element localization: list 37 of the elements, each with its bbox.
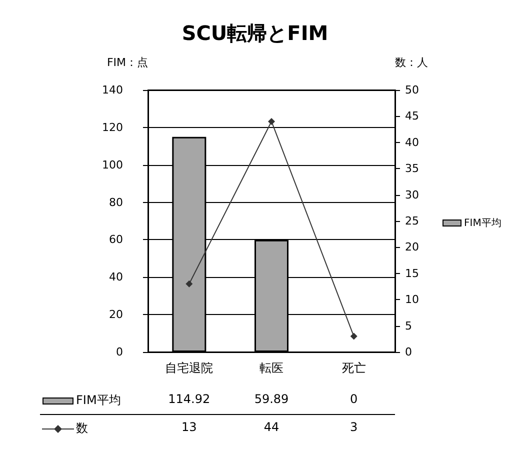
data-label: 59.89 (254, 392, 289, 406)
legend-label: 数 (76, 420, 88, 437)
y2-tick-label: 10 (405, 293, 419, 306)
legend-label: FIM平均 (76, 392, 121, 409)
data-label: 13 (182, 420, 197, 434)
y-tick-label: 140 (102, 84, 123, 96)
y2-tick-label: 25 (405, 214, 419, 228)
data-label: 3 (350, 420, 358, 434)
y2-axis-title: 数：人 (395, 56, 428, 69)
y2-tick-label: 40 (405, 136, 419, 149)
y2-tick-label: 50 (405, 84, 419, 96)
y-tick-label: 40 (109, 270, 123, 284)
y2-tick-label: 15 (405, 266, 419, 280)
x-tick-label: 転医 (260, 361, 284, 375)
y-tick-label: 60 (109, 233, 123, 246)
data-label: 44 (264, 420, 280, 434)
y-axis-title: FIM：点 (106, 56, 148, 69)
data-label: 114.92 (168, 392, 210, 406)
chart-title: SCU転帰とFIM (182, 21, 328, 45)
point (350, 332, 358, 340)
x-tick-label: 死亡 (342, 361, 366, 375)
y-tick-label: 20 (109, 308, 123, 322)
y-tick-label: 120 (102, 120, 123, 134)
y2-tick-label: 30 (405, 188, 419, 202)
y-tick-label: 0 (116, 346, 123, 358)
y-tick-label: 80 (109, 196, 123, 209)
y2-tick-label: 35 (405, 162, 419, 176)
point (268, 118, 275, 125)
y2-tick-label: 0 (405, 346, 412, 358)
y2-tick-label: 5 (405, 319, 412, 332)
y-tick-label: 100 (102, 158, 123, 172)
x-tick-label: 自宅退院 (165, 361, 214, 375)
data-label: 0 (350, 392, 358, 406)
y2-tick-label: 45 (405, 110, 419, 123)
text: FIM平均 (464, 218, 502, 229)
point (186, 280, 193, 288)
y2-tick-label: 20 (405, 240, 419, 254)
